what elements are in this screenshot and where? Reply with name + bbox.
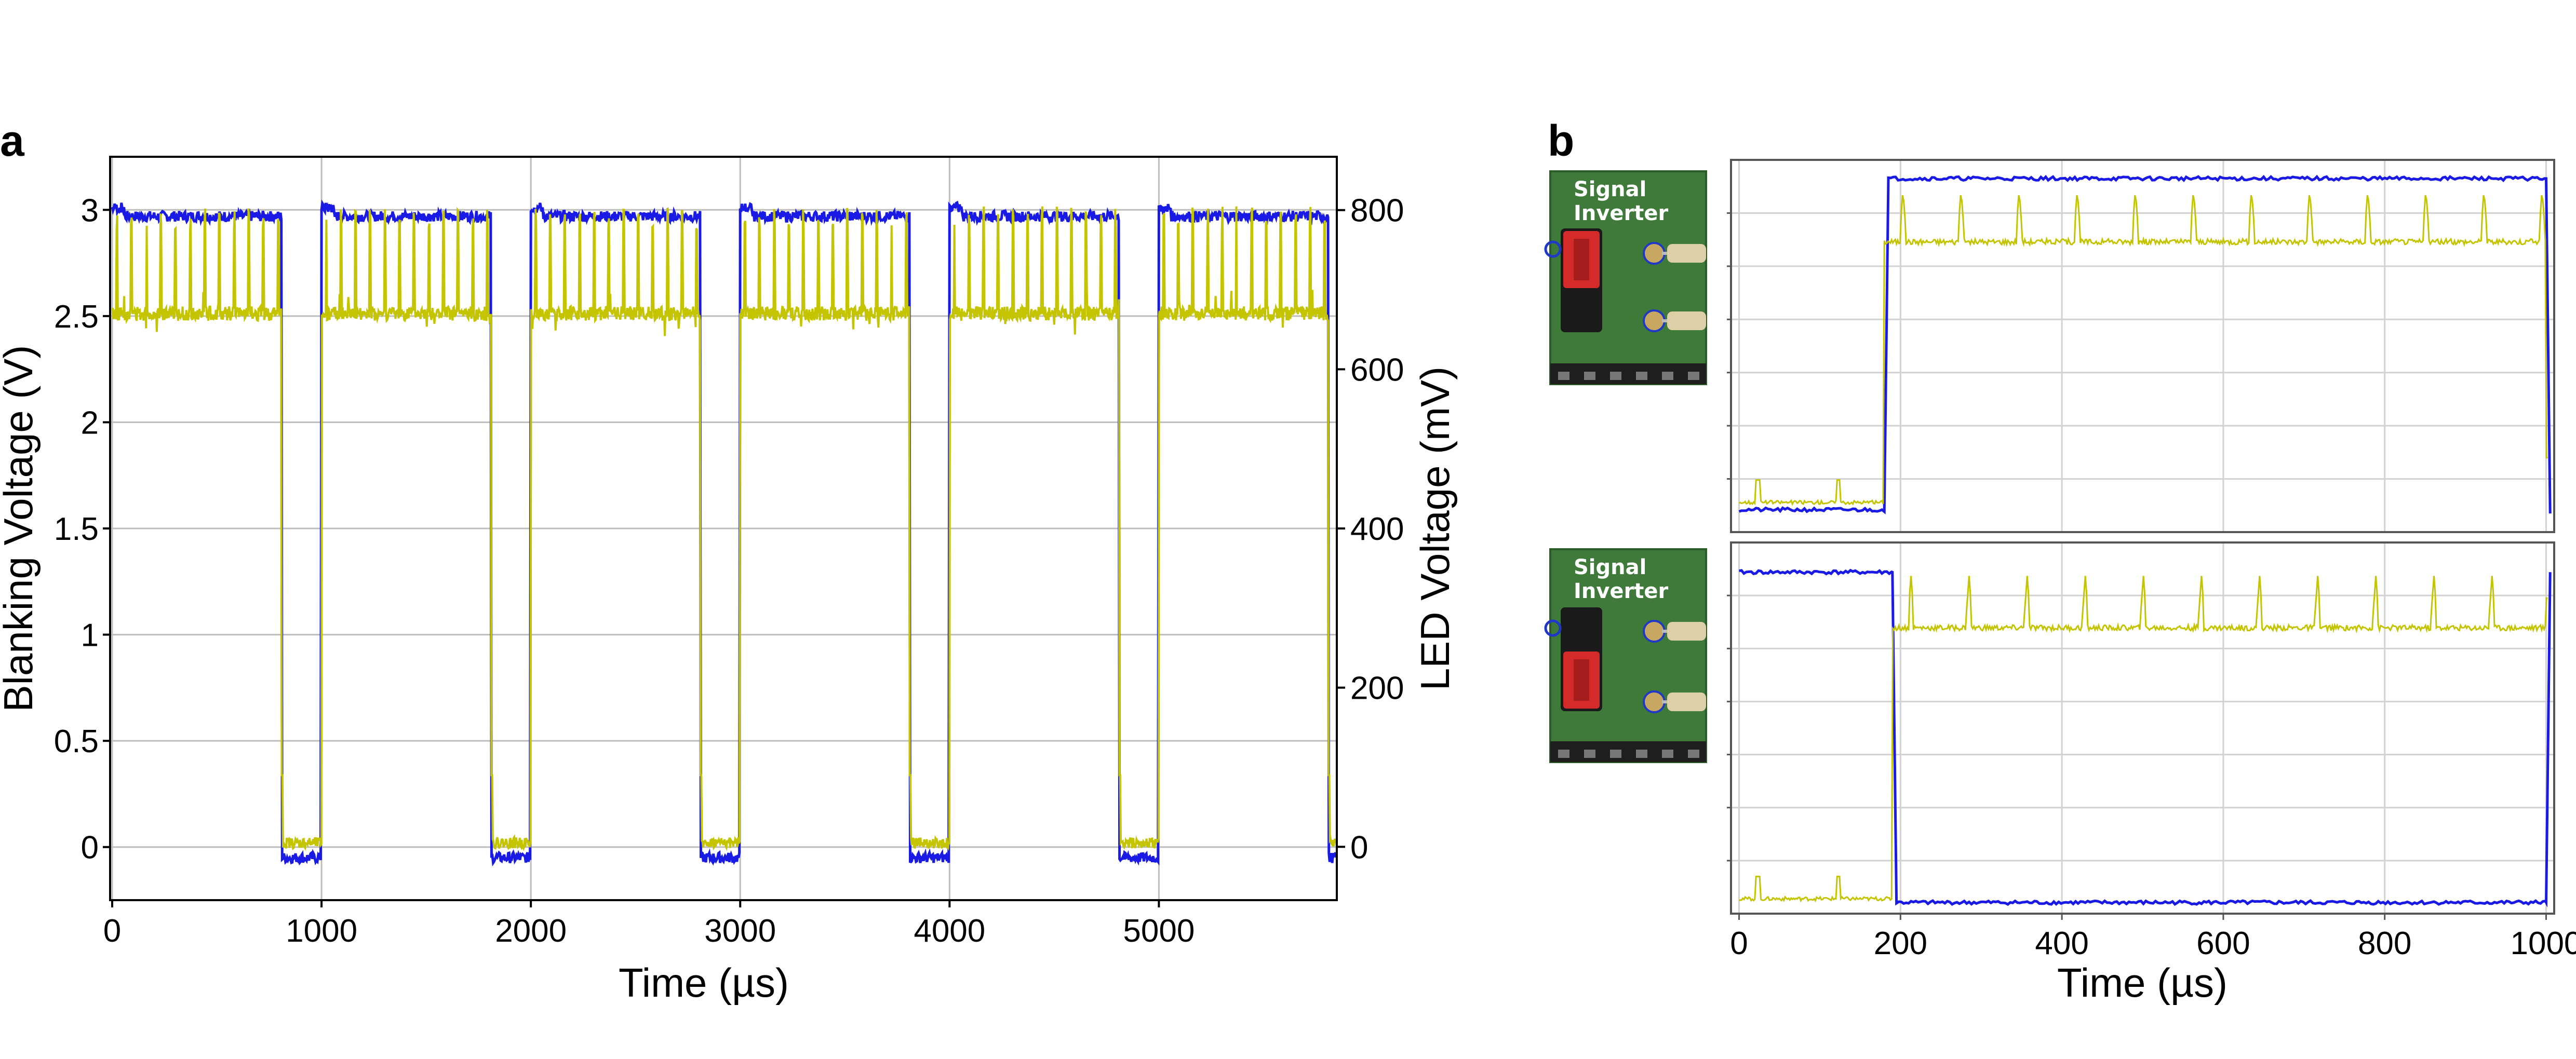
panel-a-x-tick-label: 1000	[286, 913, 357, 949]
inset-board-top: Signal Inverter	[1544, 170, 1707, 385]
panel-a-x-axis-label: Time (µs)	[619, 960, 789, 1006]
led-voltage-series	[1738, 576, 2548, 903]
panel-a-y2-ticks: 0 200 400 600 800	[1337, 193, 1404, 865]
panel-b-x-tick-label: 1000	[2510, 926, 2576, 961]
panel-a-y-ticks: 0 0.5 1 1.5 2 2.5 3	[54, 193, 110, 866]
panel-b-bottom-gridlines	[1727, 542, 2554, 914]
led-voltage-series	[111, 206, 1338, 851]
panel-a-chart: 0 1000 2000 3000 4000 5000 0 0.5 1 1.5 2 2.5 3 0 200…	[0, 156, 1458, 1006]
panel-b-x-tick-label: 800	[2358, 926, 2411, 961]
panel-a-y2-tick-label: 0	[1350, 830, 1368, 865]
panel-a-x-tick-label: 2000	[495, 913, 567, 949]
panel-a-x-tick-label: 0	[103, 913, 121, 949]
panel-b-bottom-plot-frame	[1730, 541, 2555, 915]
panel-b-x-tick-label: 600	[2196, 926, 2250, 961]
inset-bottom-line1: Signal	[1574, 555, 1646, 579]
panel-a-x-ticks: 0 1000 2000 3000 4000 5000	[103, 900, 1195, 949]
panel-b-bottom-chart: 0 200 400 600 800 1000 Time (µs)	[1727, 541, 2576, 1006]
inset-board-bottom: Signal Inverter	[1544, 548, 1707, 763]
panel-b-bottom-series	[1738, 568, 2552, 907]
panel-a-y2-tick-label: 200	[1350, 671, 1404, 707]
panel-b-top-chart	[1727, 159, 2555, 533]
panel-a-y-tick-label: 2	[81, 405, 99, 441]
panel-a-gridlines	[110, 157, 1337, 900]
panel-a-x-tick-label: 4000	[914, 913, 985, 949]
panel-a-y2-tick-label: 600	[1350, 352, 1404, 388]
panel-a-y2-tick-label: 400	[1350, 511, 1404, 547]
panel-a-y-tick-label: 1	[81, 618, 99, 654]
panel-b-x-tick-label: 0	[1730, 926, 1748, 961]
panel-a-series	[111, 199, 1338, 867]
panel-a-y-tick-label: 3	[81, 193, 99, 228]
inset-top-line1: Signal	[1574, 178, 1646, 201]
panel-b-top-series	[1738, 174, 2552, 514]
panel-a-y-tick-label: 0	[81, 830, 99, 866]
panel-a-label: a	[0, 116, 25, 165]
inset-bottom-line2: Inverter	[1574, 579, 1669, 603]
panel-a-y-tick-label: 2.5	[54, 299, 99, 335]
panel-a-y-tick-label: 0.5	[54, 724, 99, 759]
blanking-voltage-series	[111, 199, 1338, 867]
panel-b-x-tick-label: 200	[1874, 926, 1927, 961]
blanking-voltage-series	[1738, 174, 2552, 514]
panel-a-y2-tick-label: 800	[1350, 193, 1404, 229]
solder-pad-icon	[1643, 620, 1666, 643]
panel-b-x-axis-label: Time (µs)	[2057, 960, 2228, 1006]
led-voltage-series	[1738, 195, 2548, 506]
panel-b-top-plot-frame	[1730, 159, 2555, 533]
solder-pad-icon	[1643, 242, 1666, 265]
panel-a-y-axis-label: Blanking Voltage (V)	[0, 345, 41, 712]
blanking-voltage-series	[1739, 568, 2552, 907]
inset-top-line2: Inverter	[1574, 201, 1669, 225]
panel-a-x-tick-label: 5000	[1123, 913, 1195, 949]
panel-a-x-tick-label: 3000	[704, 913, 776, 949]
panel-b-top-gridlines	[1727, 160, 2554, 532]
panel-a-y-tick-label: 1.5	[54, 511, 99, 547]
panel-b-x-tick-label: 400	[2035, 926, 2088, 961]
panel-a-y2-axis-label: LED Voltage (mV)	[1412, 366, 1458, 690]
panel-b-label: b	[1548, 116, 1574, 165]
panel-b-x-ticks: 0 200 400 600 800 1000	[1730, 914, 2576, 961]
